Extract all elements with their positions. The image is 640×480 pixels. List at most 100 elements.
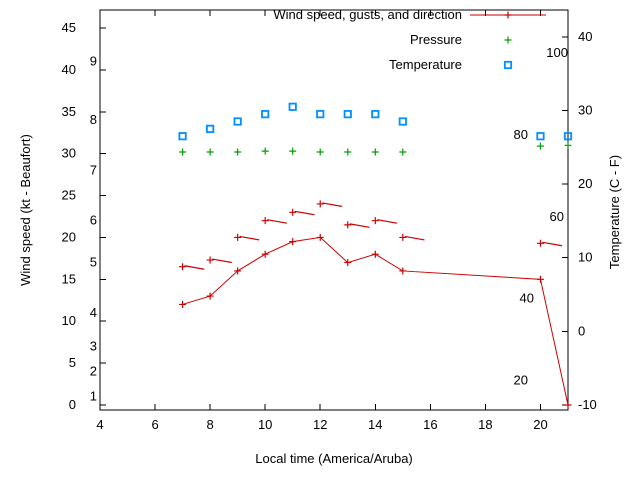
wind-speed-point	[536, 275, 544, 283]
fahrenheit-scale-label: 20	[514, 372, 528, 387]
pressure-point	[261, 147, 269, 155]
pressure-point	[316, 148, 324, 156]
pressure-point	[206, 148, 214, 156]
legend-label-wind: Wind speed, gusts, and direction	[273, 7, 462, 22]
pressure-point	[289, 147, 297, 155]
temperature-point	[261, 110, 270, 119]
wind-speed-point	[261, 250, 269, 258]
y-left-tick-label: 40	[62, 62, 76, 77]
wind-direction-tick	[294, 210, 315, 216]
wind-gust-point	[289, 208, 297, 216]
x-tick-label: 10	[258, 417, 272, 432]
beaufort-scale-label: 9	[90, 54, 97, 69]
wind-gust-point	[371, 217, 379, 225]
pressure-point	[371, 148, 379, 156]
wind-speed-point	[316, 233, 324, 241]
y-right-tick-label: 10	[578, 250, 592, 265]
wind-speed-point	[206, 292, 214, 300]
pressure-point	[399, 148, 407, 156]
x-tick-label: 6	[151, 417, 158, 432]
wind-speed-point	[371, 250, 379, 258]
y-left-tick-label: 45	[62, 20, 76, 35]
beaufort-scale-label: 8	[90, 112, 97, 127]
wind-direction-tick	[322, 202, 343, 207]
temperature-point	[343, 110, 352, 119]
beaufort-scale-label: 5	[90, 255, 97, 270]
beaufort-scale-label: 2	[90, 363, 97, 378]
wind-direction-tick	[212, 258, 232, 264]
legend-pressure-sample-marker	[504, 36, 512, 44]
fahrenheit-scale-label: 60	[550, 209, 564, 224]
pressure-point	[234, 148, 242, 156]
y-left-axis-title: Wind speed (kt - Beaufort)	[18, 134, 33, 286]
wind-gust-point	[261, 217, 269, 225]
y-left-tick-label: 10	[62, 313, 76, 328]
temperature-point	[206, 124, 215, 133]
x-tick-label: 16	[423, 417, 437, 432]
y-right-tick-label: 30	[578, 102, 592, 117]
beaufort-scale-label: 7	[90, 162, 97, 177]
wind-direction-tick	[267, 219, 287, 224]
temperature-point	[563, 132, 573, 141]
beaufort-scale-label: 4	[90, 305, 97, 320]
beaufort-scale-label: 1	[90, 389, 97, 404]
legend-wind-sample-marker	[504, 11, 512, 19]
wind-direction-tick	[184, 265, 205, 270]
x-tick-label: 20	[533, 417, 547, 432]
wind-gust-point	[179, 263, 187, 271]
wind-direction-tick	[542, 241, 563, 247]
y-right-tick-label: -10	[578, 397, 597, 412]
x-tick-label: 8	[207, 417, 214, 432]
wind-speed-point	[289, 238, 297, 246]
fahrenheit-scale-label: 40	[520, 291, 534, 306]
pressure-point	[344, 148, 352, 156]
y-left-tick-label: 30	[62, 146, 76, 161]
temperature-point	[398, 117, 407, 126]
wind-gust-point	[344, 221, 352, 229]
temperature-point	[178, 132, 187, 141]
legend-label-pressure: Pressure	[410, 32, 462, 47]
beaufort-scale-label: 3	[90, 338, 97, 353]
wind-direction-tick	[377, 219, 398, 224]
wind-gust-point	[206, 256, 214, 264]
y-left-tick-label: 35	[62, 104, 76, 119]
y-left-tick-label: 15	[62, 271, 76, 286]
temperature-point	[288, 102, 297, 111]
y-right-axis-title: Temperature (C - F)	[607, 155, 622, 269]
y-left-tick-label: 0	[69, 397, 76, 412]
wind-direction-tick	[349, 223, 370, 228]
x-axis-title: Local time (America/Aruba)	[255, 451, 413, 466]
legend-temperature-sample-marker	[503, 60, 513, 70]
y-right-tick-label: 0	[578, 323, 585, 338]
temperature-point	[233, 117, 242, 126]
wind-speed-point	[234, 267, 242, 275]
temperature-point	[536, 132, 545, 141]
y-left-tick-label: 25	[62, 188, 76, 203]
temperature-point	[316, 110, 325, 119]
wind-gust-point	[234, 233, 242, 241]
wind-gust-point	[536, 239, 544, 247]
y-right-tick-label: 40	[578, 29, 592, 44]
legend-label-temperature: Temperature	[389, 57, 462, 72]
temperature-point	[371, 110, 380, 119]
wind-speed-point	[179, 300, 187, 308]
wind-gust-point	[399, 233, 407, 241]
pressure-point	[564, 141, 572, 149]
beaufort-scale-label: 6	[90, 213, 97, 228]
wind-speed-line	[182, 236, 569, 406]
y-right-tick-label: 20	[578, 176, 592, 191]
wind-direction-tick	[239, 235, 260, 241]
y-left-tick-label: 20	[62, 229, 76, 244]
chart-generated-layer: 4 6 8 10 12 14 16 18 20051015202530354045-100102…	[62, 9, 597, 432]
plot-border	[99, 9, 569, 411]
x-tick-label: 14	[368, 417, 382, 432]
y-left-tick-label: 5	[69, 355, 76, 370]
x-tick-label: 12	[313, 417, 327, 432]
x-tick-label: 4	[96, 417, 103, 432]
wind-gust-point	[316, 200, 324, 208]
pressure-point	[179, 148, 187, 156]
wind-direction-tick	[404, 235, 425, 241]
pressure-point	[536, 142, 544, 150]
wind-speed-point	[564, 401, 572, 409]
